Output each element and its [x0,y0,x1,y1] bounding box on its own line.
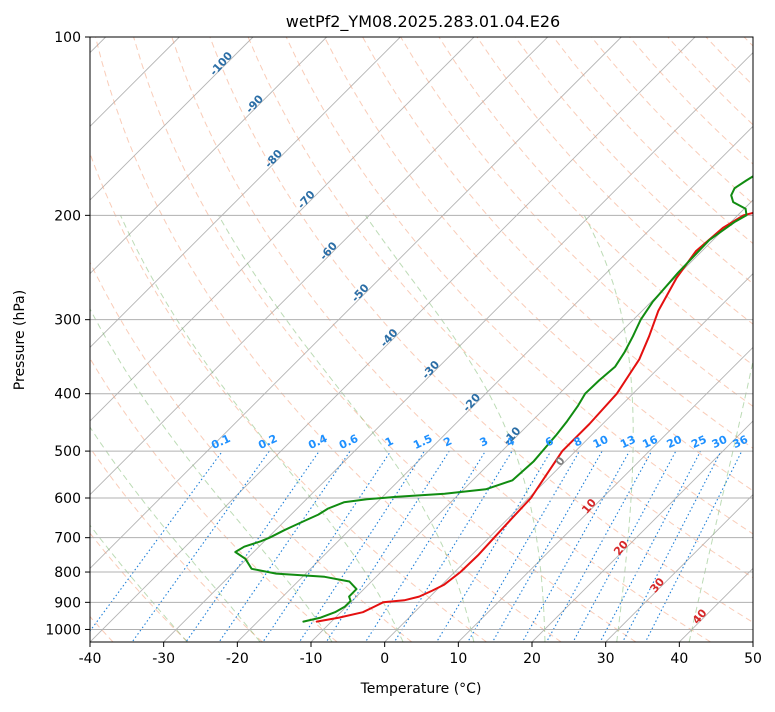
mixing-ratio-line [486,451,603,654]
mixing-ratio-line [461,451,580,654]
mixing-ratio-label: 3 [478,434,490,449]
dry-adiabat-label: -40 [378,326,401,350]
x-tick-label: -30 [152,651,175,667]
dry-adiabat-label: -100 [207,49,235,78]
isotherm-line [16,37,621,642]
dry-adiabat-line [515,37,775,642]
y-tick-label: 100 [54,30,81,46]
y-tick-label: 1000 [45,622,81,638]
isotherm-line [237,37,775,642]
dry-adiabat-line [439,37,775,642]
dry-adiabat-label: -30 [419,358,442,382]
moist-adiabat-line [762,215,775,642]
dry-adiabat-label: -60 [317,239,340,263]
isotherm-line [385,37,775,642]
isotherm-line [0,37,400,642]
dry-adiabat-line [0,37,337,642]
moist-adiabat-label: 10 [579,496,599,516]
mixing-ratio-label: 30 [710,433,730,451]
dry-adiabat-label: -80 [262,147,285,171]
x-tick-label: -20 [226,651,249,667]
x-axis-label: Temperature (°C) [360,681,482,697]
moist-adiabat-label: 40 [690,606,710,626]
y-axis-ticks: 1000 900 800 700 600 500 400 300 200 100 [45,30,90,638]
y-tick-label: 200 [54,208,81,224]
isotherm-line [532,37,775,642]
dry-adiabat-line [744,37,775,642]
mixing-ratio-line [292,451,425,654]
dry-adiabat-line [668,37,775,642]
y-tick-label: 800 [54,565,81,581]
mixing-ratio-label: 36 [731,433,751,451]
mixing-ratio-label: 8 [572,434,584,449]
x-tick-label: -40 [79,651,102,667]
moist-adiabat-line [689,215,775,642]
y-tick-label: 300 [54,313,81,329]
moist-adiabat-line [121,215,404,642]
x-tick-label: 20 [523,651,541,667]
mixing-ratio-label: 1 [383,434,395,449]
y-tick-label: 500 [54,444,81,460]
mixing-ratio-line [358,451,485,654]
y-tick-label: 700 [54,531,81,547]
mixing-ratio-line [73,451,222,654]
dry-adiabat-line [0,37,188,642]
y-tick-label: 600 [54,491,81,507]
isotherm-line [0,37,548,642]
dry-adiabat-label: -10 [501,424,524,448]
chart-title: wetPf2_YM08.2025.283.01.04.E26 [286,12,560,32]
dry-adiabat-line [706,37,775,642]
mixing-ratio-line [255,451,391,654]
profile-line-2 [235,37,775,622]
isotherm-line [679,37,775,642]
mixing-ratio-line [124,451,270,654]
isotherm-line [164,37,769,642]
isotherm-line [753,37,775,642]
mixing-ratio-label: 13 [618,433,637,451]
x-tick-label: 50 [744,651,762,667]
y-axis-label: Pressure (hPa) [12,290,28,390]
y-tick-label: 400 [54,387,81,403]
moist-adiabat-label: 30 [647,575,667,595]
moist-adiabat-line [584,215,633,642]
dry-adiabat-line [19,37,412,642]
moist-adiabat-line [0,215,260,642]
x-tick-label: 0 [380,651,389,667]
moist-adiabat-label: 0 [553,454,568,468]
mixing-ratio-line [319,451,450,654]
dry-adiabat-label: -90 [243,92,266,116]
mixing-ratio-label: 20 [665,433,685,451]
x-tick-label: 40 [670,651,688,667]
y-tick-label: 900 [54,595,81,611]
mixing-ratio-line [540,451,652,654]
moist-adiabat-line [0,215,187,642]
profile-lines [235,37,775,622]
mixing-ratio-label: 10 [591,433,611,451]
mixing-ratio-label: 2 [442,434,454,449]
x-axis-ticks: -40 -30 -20 -10 0 10 20 30 40 50 [79,642,762,667]
mixing-ratio-label: 16 [640,433,660,451]
x-tick-label: 30 [597,651,615,667]
mixing-ratio-label: 0.1 [209,432,232,452]
x-tick-label: 10 [449,651,467,667]
mixing-ratio-line [639,451,741,654]
dry-adiabat-label: -70 [295,188,318,212]
dry-adiabat-line [210,37,775,642]
isotherm-line [0,37,327,642]
dry-adiabat-line [0,37,262,642]
dry-adiabat-line [553,37,775,642]
mixing-ratio-line [387,451,512,654]
mixing-ratio-label: 0.4 [306,432,329,452]
moist-adiabat-line [219,215,474,642]
isotherm-line [0,37,253,642]
x-tick-label: -10 [300,651,323,667]
dry-adiabat-label: -20 [460,391,483,415]
